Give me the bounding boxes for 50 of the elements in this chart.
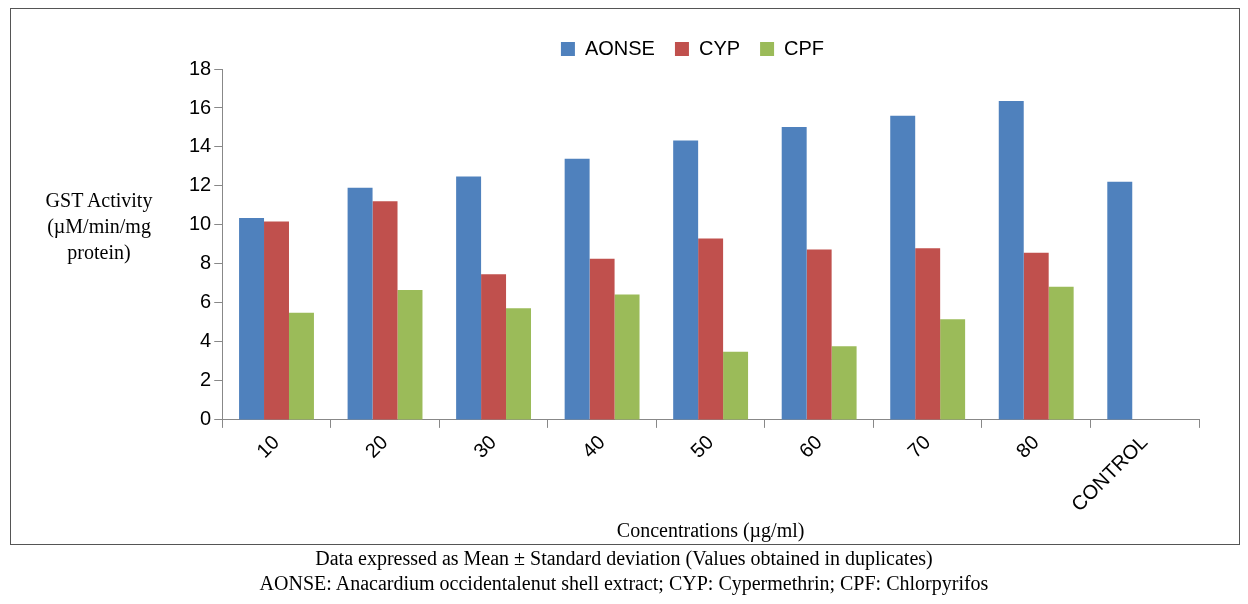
bar: [723, 351, 749, 420]
text: Data expressed as Mean ± Standard deviation (Values obtained in duplicates): [314, 546, 934, 571]
bar: [288, 312, 314, 420]
x-tick-label: 20: [360, 430, 392, 462]
bar: [564, 158, 590, 420]
y-tick-label: 0: [200, 407, 212, 430]
bar: [890, 115, 916, 420]
x-tick-label: 70: [903, 430, 935, 462]
bar: [1023, 252, 1049, 420]
y-tick-label: 16: [189, 95, 212, 118]
bar: [397, 290, 423, 420]
bar: [781, 126, 807, 420]
bar: [698, 238, 724, 420]
y-tick-label: 6: [200, 290, 212, 313]
y-tick-label: 10: [189, 212, 212, 235]
x-axis-title: Concentrations (µg/ml): [616, 519, 805, 543]
bar: [347, 187, 373, 420]
legend-label: CPF: [784, 36, 825, 59]
bar: [614, 294, 640, 420]
bar: [372, 201, 398, 420]
legend-label: AONSE: [584, 36, 655, 59]
x-tick-label: 30: [469, 430, 501, 462]
bar: [456, 176, 482, 420]
y-tick-label: 18: [189, 56, 212, 79]
x-tick-label: 50: [686, 430, 718, 462]
x-tick-label: 80: [1011, 430, 1043, 462]
bar: [673, 140, 699, 420]
bar: [481, 274, 507, 420]
x-tick-label: 40: [577, 430, 609, 462]
bar: [239, 217, 265, 420]
x-tick-label: 10: [251, 430, 284, 462]
y-tick-label: 12: [189, 173, 212, 196]
bar: [1107, 181, 1133, 420]
y-tick-label: 8: [200, 251, 212, 274]
x-tick-label: 60: [794, 430, 826, 462]
bar: [589, 258, 615, 420]
bar: [940, 319, 966, 420]
text: AONSE: Anacardium occidentalenut shell extract; CYP: Cypermethrin; CPF: Chlorpyrifos: [258, 571, 990, 596]
y-tick-label: 14: [189, 134, 212, 157]
bar: [506, 308, 532, 420]
bar: [998, 100, 1024, 420]
bar: [831, 346, 857, 420]
legend-label: CYP: [698, 36, 741, 59]
y-tick-label: 2: [200, 368, 212, 391]
y-axis-title: GST Activity (µM/min/mg protein): [44, 188, 154, 265]
bar: [1048, 286, 1074, 420]
bar: [264, 221, 289, 420]
bar: [806, 249, 832, 420]
bar: [915, 248, 941, 420]
y-tick-label: 4: [200, 329, 212, 352]
